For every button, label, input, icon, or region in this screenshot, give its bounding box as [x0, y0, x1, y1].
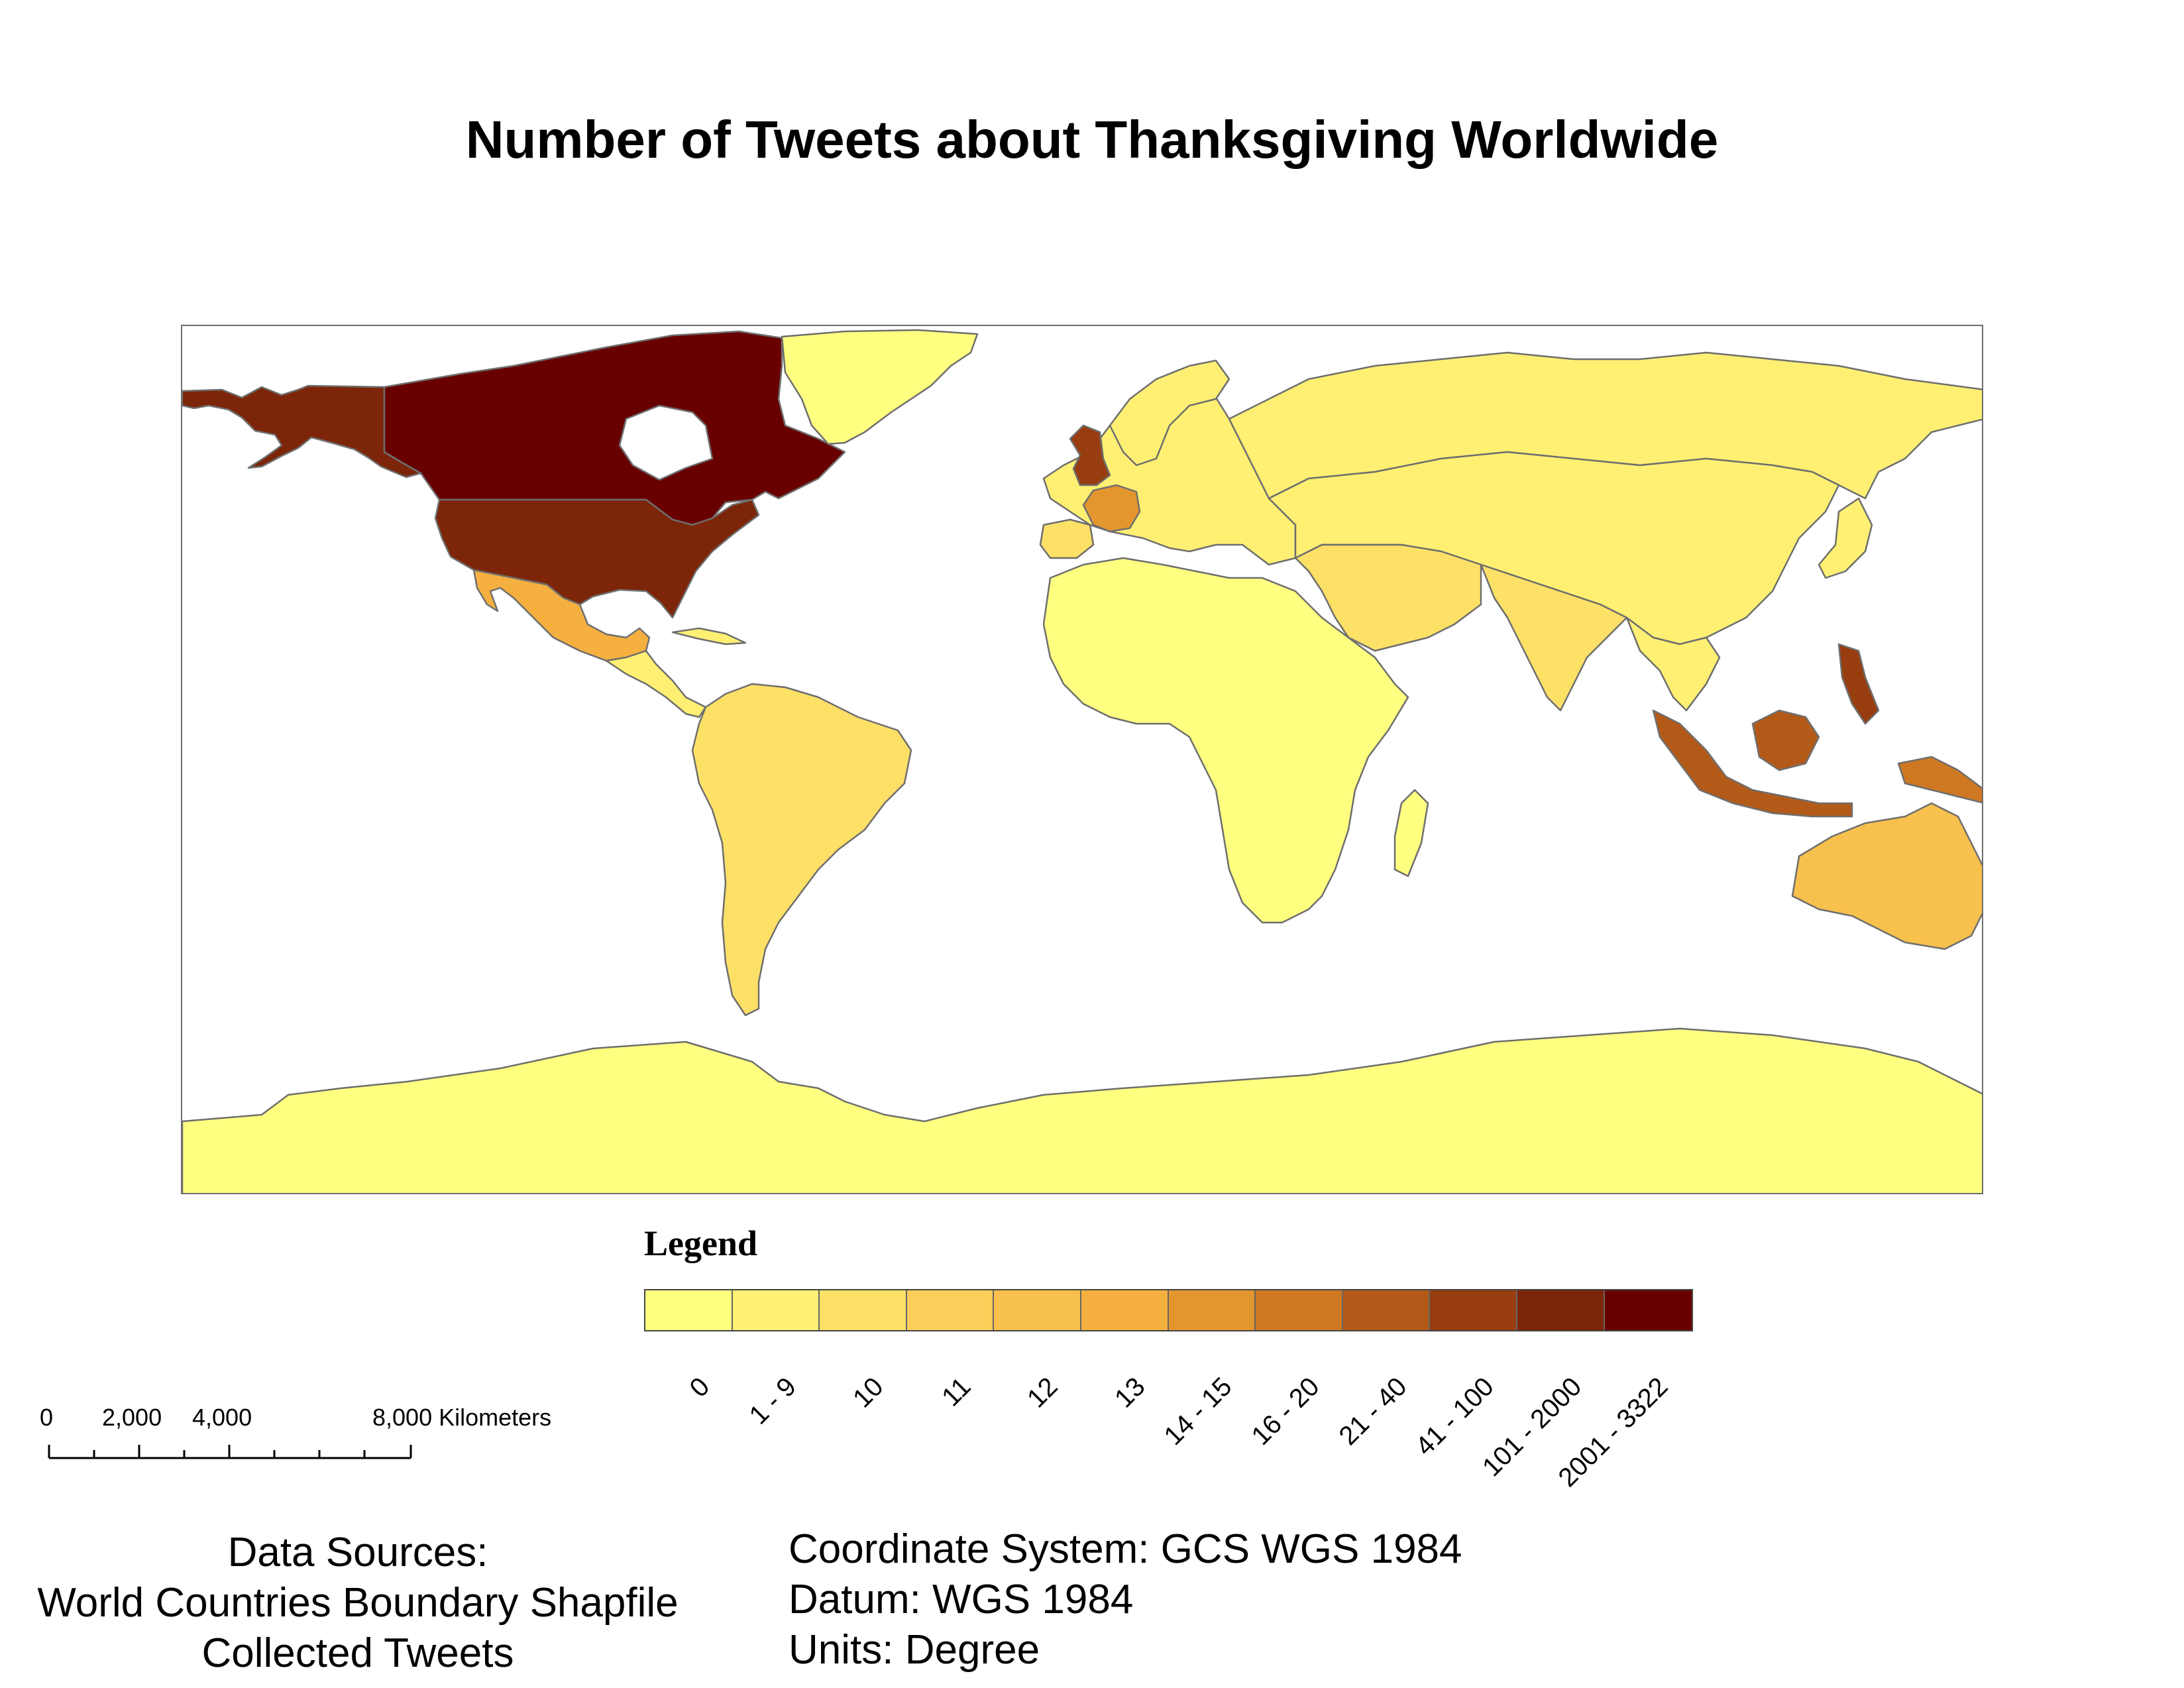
legend-swatch-1 [732, 1290, 820, 1330]
legend-swatch-7 [1256, 1290, 1343, 1330]
region-middle-east [1294, 543, 1482, 652]
world-map [181, 325, 1983, 1194]
region-borneo [1751, 709, 1820, 771]
legend-label-0: 0 [684, 1372, 716, 1403]
region-iberia [1039, 518, 1095, 559]
region-greenland [781, 329, 979, 445]
region-india [1480, 563, 1628, 712]
region-uk [1069, 424, 1111, 486]
legend-label-3: 11 [936, 1372, 977, 1412]
region-scandinavia [1109, 359, 1230, 467]
legend-label-1: 1 - 9 [743, 1372, 802, 1430]
scale-bar [48, 1445, 412, 1459]
region-madagascar [1393, 789, 1429, 877]
legend-swatch-3 [906, 1290, 995, 1330]
hudson-bay [618, 404, 714, 481]
legend-title: Legend [644, 1223, 758, 1263]
data-sources-line2: Collected Tweets [201, 1630, 514, 1676]
datum: Datum: WGS 1984 [789, 1577, 1134, 1622]
region-australia [1791, 802, 1982, 950]
scale-label-8000: 8,000 Kilometers [372, 1404, 552, 1431]
legend-label-5: 13 [1109, 1372, 1151, 1414]
region-canada [383, 330, 846, 526]
scale-label-2000: 2,000 [102, 1404, 162, 1431]
region-africa [1042, 557, 1409, 924]
legend-swatch-2 [820, 1290, 907, 1330]
legend-swatch-6 [1168, 1290, 1256, 1330]
region-cuba [671, 627, 747, 646]
data-sources-heading: Data Sources: [227, 1530, 488, 1575]
scale-label-0: 0 [40, 1404, 54, 1431]
region-new-guinea [1897, 756, 1982, 804]
legend-label-2: 10 [847, 1372, 889, 1414]
scale-label-4000: 4,000 [192, 1404, 252, 1431]
region-indonesia [1652, 709, 1853, 818]
legend-swatch-5 [1081, 1290, 1169, 1330]
legend-label-4: 12 [1022, 1372, 1064, 1414]
region-central-america [605, 649, 707, 718]
region-france [1082, 484, 1141, 533]
data-sources-line1: World Countries Boundary Shapfile [37, 1580, 679, 1626]
legend-label-6: 14 - 15 [1158, 1372, 1238, 1451]
legend-label-7: 16 - 20 [1246, 1372, 1325, 1451]
units: Units: Degree [789, 1627, 1040, 1673]
coordinate-info: Coordinate System: GCS WGS 1984 Datum: W… [789, 1524, 1462, 1675]
region-south-america [691, 683, 912, 1017]
legend-label-9: 41 - 100 [1410, 1372, 1500, 1461]
legend-color-bar [644, 1289, 1694, 1331]
region-alaska [182, 384, 422, 478]
legend-swatch-10 [1517, 1290, 1605, 1330]
coordinate-system: Coordinate System: GCS WGS 1984 [789, 1526, 1462, 1572]
map-title: Number of Tweets about Thanksgiving Worl… [465, 110, 1719, 169]
region-japan [1818, 497, 1873, 579]
region-antarctica [182, 1027, 1982, 1193]
region-southeast-asia [1625, 616, 1721, 712]
data-sources: Data Sources: World Countries Boundary S… [0, 1528, 716, 1679]
legend-swatch-8 [1342, 1290, 1431, 1330]
legend-label-8: 21 - 40 [1333, 1372, 1413, 1451]
region-philippines [1837, 643, 1880, 725]
world-map-svg [182, 329, 1982, 1193]
legend-swatch-4 [994, 1290, 1081, 1330]
legend-swatch-11 [1604, 1290, 1692, 1330]
legend-swatch-9 [1430, 1290, 1517, 1330]
legend-swatch-0 [645, 1290, 733, 1330]
